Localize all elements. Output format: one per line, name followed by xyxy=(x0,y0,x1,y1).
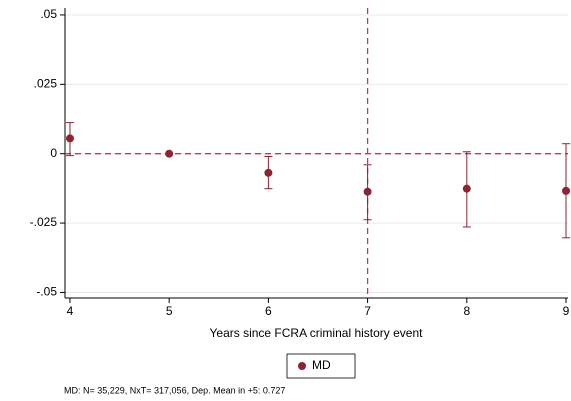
point xyxy=(165,149,174,158)
point xyxy=(462,184,471,193)
y-tick-label: -.05 xyxy=(36,285,57,299)
point xyxy=(562,186,571,195)
x-tick-label: 9 xyxy=(563,304,570,318)
x-tick-label: 8 xyxy=(463,304,470,318)
y-tick-label: .025 xyxy=(34,76,58,90)
x-tick-label: 4 xyxy=(67,304,74,318)
x-tick-label: 5 xyxy=(166,304,173,318)
legend-marker xyxy=(298,362,306,370)
y-tick-label: .05 xyxy=(40,7,57,21)
point xyxy=(363,187,372,196)
point xyxy=(264,168,273,177)
x-tick-label: 6 xyxy=(265,304,272,318)
y-tick-label: 0 xyxy=(50,146,57,160)
legend-label: MD xyxy=(312,358,331,372)
note: MD: N= 35,229, NxT= 317,056, Dep. Mean i… xyxy=(64,385,285,395)
x-tick-label: 7 xyxy=(364,304,371,318)
point xyxy=(65,134,74,143)
y-tick-label: -.025 xyxy=(30,215,58,229)
x-axis-label: Years since FCRA criminal history event xyxy=(210,326,424,340)
